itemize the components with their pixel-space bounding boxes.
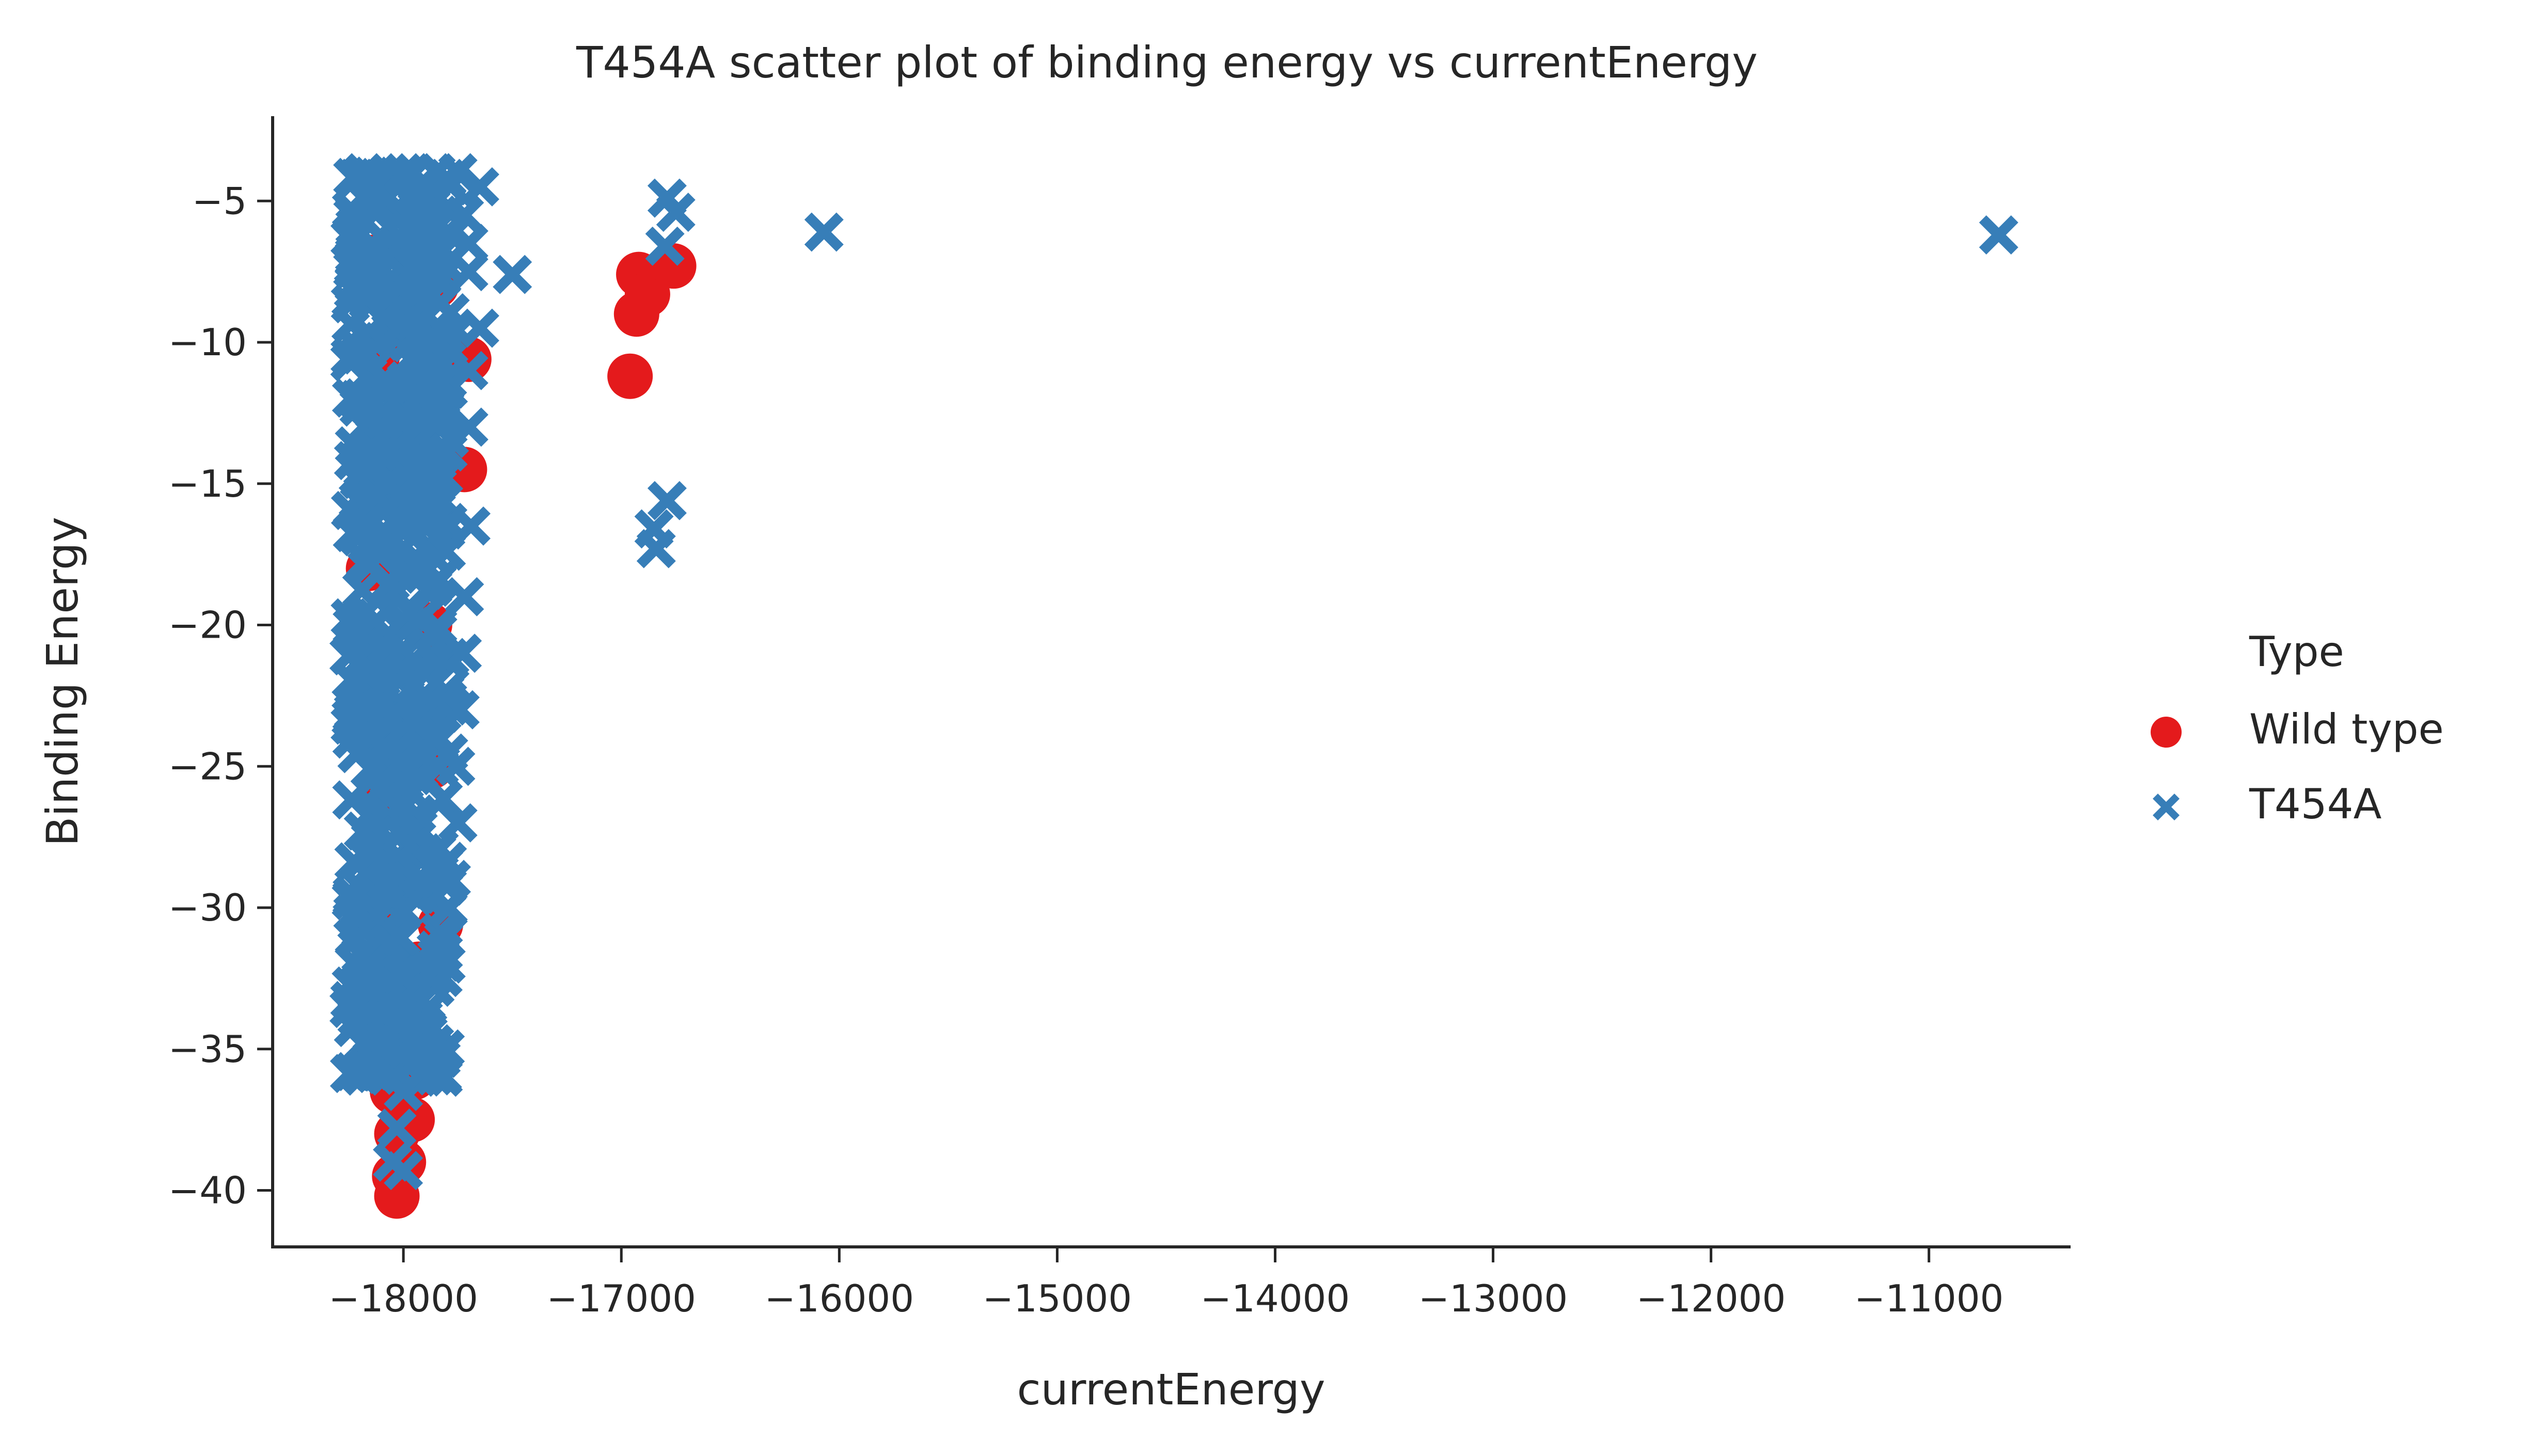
legend-marker-wild-type xyxy=(2151,717,2182,748)
chart-title: T454A scatter plot of binding energy vs … xyxy=(576,37,1758,88)
x-tick-label: −14000 xyxy=(1201,1277,1350,1320)
point-t454a xyxy=(449,224,488,263)
point-t454a xyxy=(438,803,478,843)
point-t454a xyxy=(377,1109,417,1148)
legend-label-wild-type: Wild type xyxy=(2249,705,2444,753)
point-t454a xyxy=(367,870,407,910)
point-t454a xyxy=(445,577,484,616)
point-t454a xyxy=(381,955,420,995)
point-t454a xyxy=(451,506,491,546)
point-t454a xyxy=(1979,215,2018,255)
point-t454a xyxy=(460,308,499,348)
point-t454a xyxy=(443,634,482,673)
point-t454a xyxy=(449,252,488,292)
x-tick-label: −16000 xyxy=(765,1277,914,1320)
point-t454a xyxy=(348,694,387,734)
point-t454a xyxy=(427,315,467,355)
point-t454a xyxy=(354,235,394,275)
point-t454a xyxy=(382,740,422,780)
point-t454a xyxy=(342,266,382,306)
point-t454a xyxy=(393,518,433,558)
point-wild-type xyxy=(607,353,653,399)
x-tick-label: −11000 xyxy=(1854,1277,2003,1320)
y-axis-label: Binding Energy xyxy=(37,517,88,846)
point-t454a xyxy=(438,153,478,193)
point-t454a xyxy=(397,357,436,397)
point-t454a xyxy=(414,391,454,431)
point-t454a xyxy=(339,387,379,427)
point-t454a xyxy=(645,226,685,266)
point-t454a xyxy=(436,747,476,786)
legend-title: Type xyxy=(2249,628,2344,676)
point-t454a xyxy=(358,476,398,516)
x-axis-label: currentEnergy xyxy=(1017,1364,1325,1415)
legend-label-t454a: T454A xyxy=(2249,780,2382,828)
point-t454a xyxy=(416,930,456,970)
y-tick-label: −20 xyxy=(168,604,247,647)
point-t454a xyxy=(330,342,370,382)
x-tick-label: −17000 xyxy=(547,1277,696,1320)
point-t454a xyxy=(401,270,440,309)
point-t454a xyxy=(804,212,844,252)
point-t454a xyxy=(353,969,393,1008)
y-tick-label: −5 xyxy=(192,179,247,223)
point-t454a xyxy=(390,592,430,632)
point-t454a xyxy=(340,1052,380,1091)
point-t454a xyxy=(347,524,387,563)
point-t454a xyxy=(445,195,484,235)
point-t454a xyxy=(440,690,480,730)
point-t454a xyxy=(333,875,372,914)
point-t454a xyxy=(381,400,421,440)
point-t454a xyxy=(415,1024,454,1064)
point-t454a xyxy=(384,153,423,193)
y-tick-label: −15 xyxy=(168,462,247,505)
x-tick-label: −12000 xyxy=(1636,1277,1786,1320)
point-t454a xyxy=(330,598,370,638)
point-t454a xyxy=(460,167,499,207)
point-t454a xyxy=(342,570,382,610)
point-t454a xyxy=(493,255,532,294)
legend: Type Wild type T454A xyxy=(2151,628,2444,828)
axis-spines xyxy=(271,116,2071,1248)
point-t454a xyxy=(332,780,372,820)
point-t454a xyxy=(449,351,488,390)
point-t454a xyxy=(329,636,369,676)
point-t454a xyxy=(381,815,420,854)
point-t454a xyxy=(401,478,441,518)
legend-marker-t454a xyxy=(2153,794,2180,820)
point-wild-type xyxy=(381,1139,427,1185)
point-t454a xyxy=(334,842,374,882)
x-axis-ticks: −18000 −17000 −16000 −15000 −14000 −13000 −120… xyxy=(329,1247,2003,1320)
point-t454a xyxy=(384,1151,423,1191)
x-tick-label: −13000 xyxy=(1418,1277,1568,1320)
point-t454a xyxy=(412,450,452,490)
point-t454a xyxy=(350,749,390,789)
y-tick-label: −25 xyxy=(168,745,247,788)
point-t454a xyxy=(332,719,372,759)
point-t454a xyxy=(647,481,687,520)
point-t454a xyxy=(345,201,385,241)
y-tick-label: −10 xyxy=(168,321,247,364)
point-t454a xyxy=(417,232,456,272)
point-t454a xyxy=(432,860,471,899)
y-tick-label: −30 xyxy=(168,886,247,929)
point-t454a xyxy=(384,731,424,771)
point-t454a xyxy=(636,529,676,568)
point-t454a xyxy=(449,407,488,447)
point-t454a xyxy=(656,193,696,232)
y-tick-label: −35 xyxy=(168,1027,247,1071)
data-points xyxy=(329,153,2018,1219)
x-tick-label: −18000 xyxy=(329,1277,478,1320)
point-t454a xyxy=(366,861,406,901)
point-t454a xyxy=(366,650,406,690)
y-axis-ticks: −5 −10 −15 −20 −25 −30 −35 −40 xyxy=(168,179,273,1212)
point-t454a xyxy=(392,557,432,596)
y-tick-label: −40 xyxy=(168,1169,247,1212)
point-t454a xyxy=(384,1071,423,1111)
x-tick-label: −15000 xyxy=(983,1277,1132,1320)
point-t454a xyxy=(391,700,431,740)
point-t454a xyxy=(392,295,432,335)
